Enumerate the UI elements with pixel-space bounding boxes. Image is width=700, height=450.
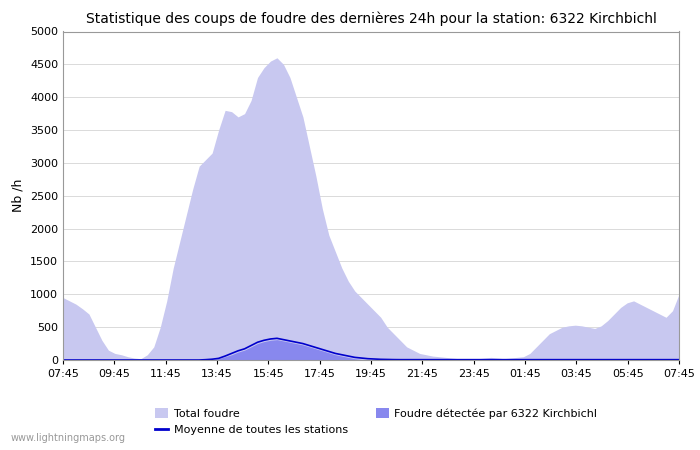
- Text: www.lightningmaps.org: www.lightningmaps.org: [10, 433, 125, 443]
- Legend: Total foudre, Moyenne de toutes les stations, Foudre détectée par 6322 Kirchbich: Total foudre, Moyenne de toutes les stat…: [155, 408, 598, 435]
- Y-axis label: Nb /h: Nb /h: [11, 179, 25, 212]
- Title: Statistique des coups de foudre des dernières 24h pour la station: 6322 Kirchbic: Statistique des coups de foudre des dern…: [85, 12, 657, 26]
